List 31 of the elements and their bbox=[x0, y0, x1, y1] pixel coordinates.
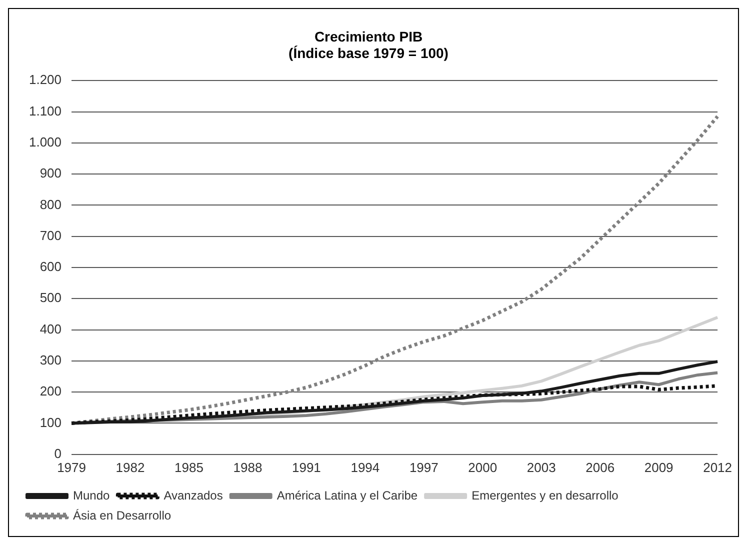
y-tick-label: 1.100 bbox=[28, 103, 62, 118]
x-tick-label: 2000 bbox=[468, 460, 498, 475]
y-tick-label: 100 bbox=[40, 414, 62, 430]
y-tick-label: 1.000 bbox=[28, 134, 62, 150]
x-tick-label: 1985 bbox=[174, 460, 204, 475]
legend-label: Avanzados bbox=[164, 488, 223, 502]
chart-title: Crecimiento PIB (Índice base 1979 = 100) bbox=[288, 28, 448, 62]
x-tick-label: 1997 bbox=[409, 460, 438, 475]
y-tick-label: 500 bbox=[40, 290, 62, 306]
y-tick-label: 800 bbox=[40, 196, 62, 212]
y-tick-label: 1.200 bbox=[28, 72, 62, 88]
y-tick-label: 300 bbox=[40, 352, 62, 368]
y-tick-label: 700 bbox=[40, 228, 62, 243]
x-tick-label: 1979 bbox=[57, 460, 86, 475]
legend-label: América Latina y el Caribe bbox=[276, 488, 418, 502]
legend-label: Ásia en Desarrollo bbox=[73, 508, 172, 522]
y-tick-label: 200 bbox=[40, 384, 62, 399]
y-tick-label: 0 bbox=[54, 446, 62, 461]
y-tick-label: 600 bbox=[40, 259, 62, 274]
x-tick-label: 2009 bbox=[644, 460, 674, 475]
x-tick-label: 2006 bbox=[586, 460, 615, 475]
legend-label: Emergentes y en desarrollo bbox=[472, 488, 619, 502]
x-tick-label: 1982 bbox=[116, 460, 145, 475]
y-tick-label: 400 bbox=[40, 321, 62, 336]
x-tick-label: 1988 bbox=[233, 460, 262, 475]
x-tick-label: 2012 bbox=[703, 460, 732, 475]
y-tick-label: 900 bbox=[40, 166, 62, 181]
x-tick-label: 1994 bbox=[350, 460, 380, 475]
legend-label: Mundo bbox=[73, 488, 110, 502]
x-tick-label: 1991 bbox=[292, 460, 321, 475]
x-tick-label: 2003 bbox=[526, 460, 556, 475]
